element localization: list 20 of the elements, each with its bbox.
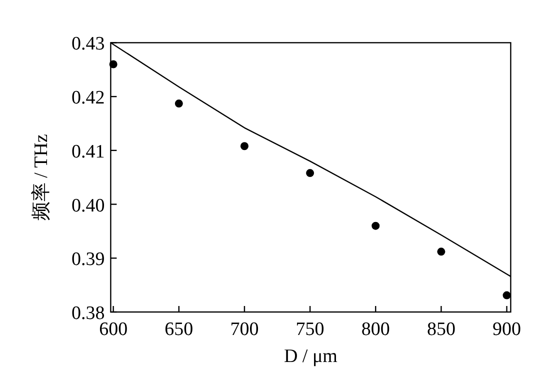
point: [240, 142, 248, 150]
x-axis-title: D / μm: [284, 346, 338, 367]
x-tick-label: 900: [492, 319, 522, 340]
x-tick-label: 750: [296, 319, 324, 340]
x-tick-label: 650: [164, 319, 194, 340]
point: [174, 100, 183, 108]
y-axis-title: 频率 / THz: [30, 134, 52, 221]
y-tick-label: 0.40: [71, 195, 105, 216]
y-tick-label: 0.41: [71, 141, 105, 162]
x-tick-label: 800: [361, 319, 390, 340]
x-tick-label: 700: [230, 319, 259, 340]
y-tick-label: 0.42: [71, 88, 105, 109]
x-tick-label: 850: [426, 319, 456, 340]
x-tick-label: 600: [99, 319, 128, 340]
point: [437, 248, 446, 256]
y-tick-label: 0.43: [71, 34, 105, 55]
point: [306, 169, 314, 178]
y-tick-label: 0.39: [71, 249, 105, 270]
point: [372, 222, 380, 230]
point: [502, 291, 511, 300]
